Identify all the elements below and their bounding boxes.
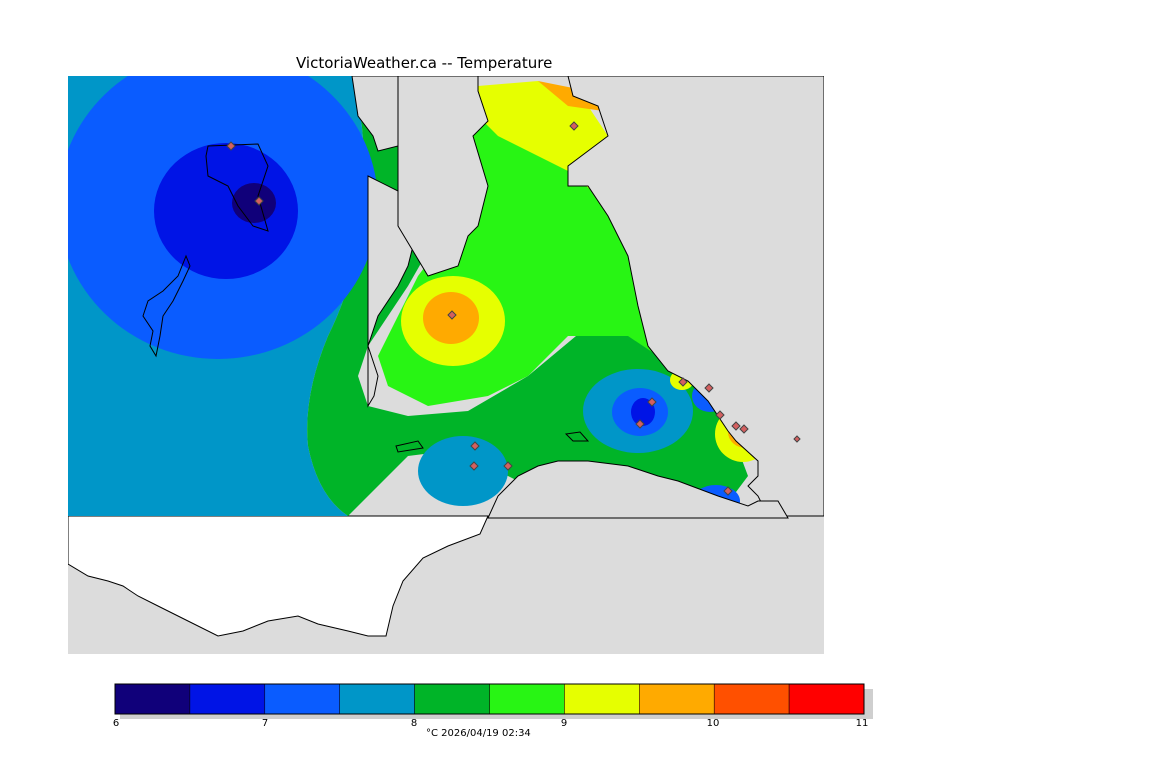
diamond-icon: [226, 141, 236, 151]
legend-tick-label: 11: [855, 718, 869, 729]
station-markers: [226, 121, 801, 496]
legend-swatch: [189, 683, 266, 715]
temperature-field: [68, 76, 771, 517]
diamond-icon: [723, 486, 733, 496]
legend-tick-label: 6: [112, 718, 120, 729]
diamond-icon: [635, 419, 645, 429]
legend-swatch: [788, 683, 865, 715]
legend-tick-label: 10: [706, 718, 720, 729]
diamond-icon: [469, 461, 479, 471]
legend-swatch: [489, 683, 565, 715]
legend-tick-label: 8: [410, 718, 418, 729]
diamond-icon: [678, 377, 688, 387]
olympic-land: [68, 515, 489, 637]
legend-tick-label: 7: [261, 718, 269, 729]
diamond-icon: [647, 397, 657, 407]
legend-tick-label: 9: [560, 718, 568, 729]
diamond-icon: [793, 435, 801, 443]
legend-swatch: [639, 683, 715, 715]
diamond-icon: [447, 310, 457, 320]
diamond-icon: [715, 410, 725, 420]
map-title: VictoriaWeather.ca -- Temperature: [296, 54, 553, 72]
diamond-icon: [503, 461, 513, 471]
diamond-icon: [704, 383, 714, 393]
land-masks: [351, 76, 824, 519]
legend-swatch: [264, 683, 340, 715]
legend-swatch: [414, 683, 490, 715]
diamond-icon: [739, 424, 749, 434]
diamond-icon: [731, 421, 741, 431]
diamond-icon: [569, 121, 579, 131]
unit-and-timestamp: °C 2026/04/19 02:34: [426, 728, 531, 739]
coastline-outlines: [142, 143, 590, 453]
legend-swatch: [114, 683, 191, 715]
legend-swatch: [713, 683, 790, 715]
diamond-icon: [254, 196, 264, 206]
legend-swatches: [114, 683, 865, 715]
legend-swatch: [564, 683, 640, 715]
temperature-contour-map: [68, 76, 824, 654]
diamond-icon: [470, 441, 480, 451]
legend-swatch: [339, 683, 415, 715]
